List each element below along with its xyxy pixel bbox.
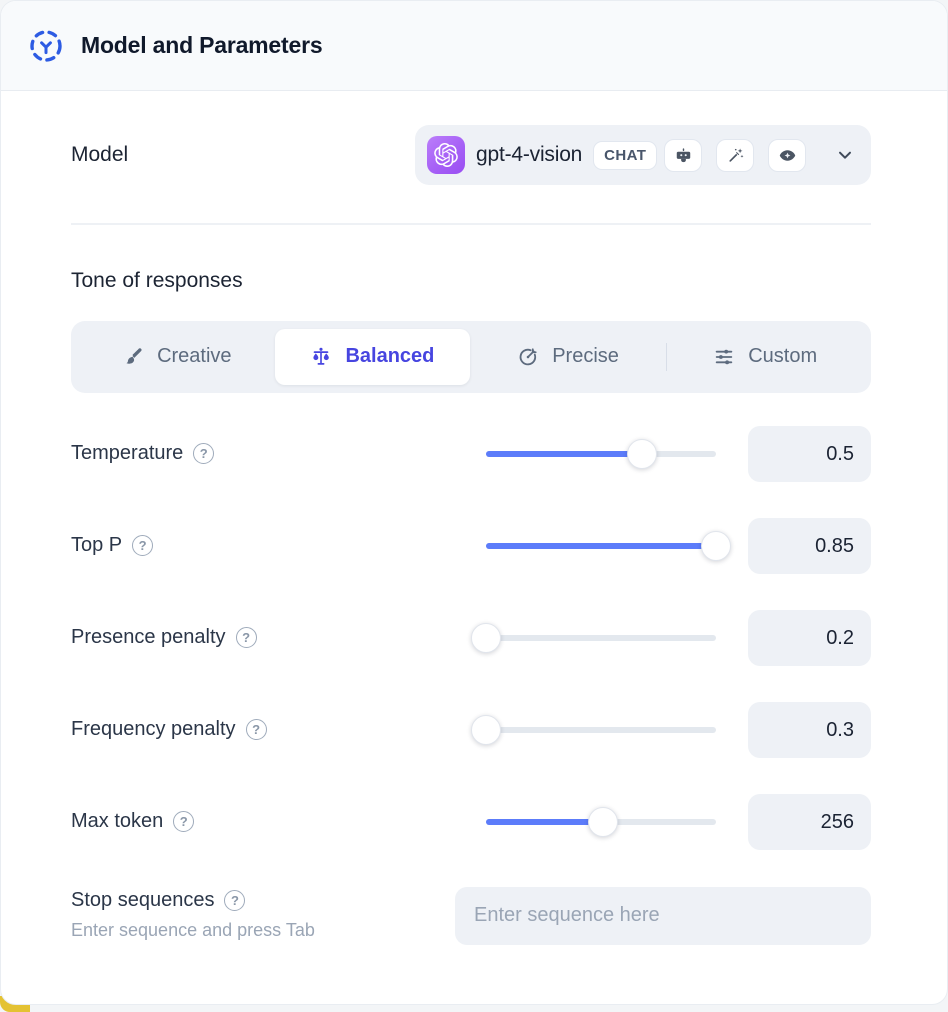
- slider-thumb[interactable]: [471, 714, 501, 745]
- eye-icon: [779, 149, 796, 161]
- param-row-top-p: Top P ? 0.85: [71, 500, 871, 592]
- temperature-slider[interactable]: [486, 438, 716, 469]
- help-icon[interactable]: ?: [132, 535, 154, 556]
- slider-thumb[interactable]: [627, 438, 658, 469]
- slider-thumb[interactable]: [588, 806, 619, 837]
- param-row-frequency-penalty: Frequency penalty ? 0.3: [71, 684, 871, 776]
- openai-logo-icon: [427, 136, 465, 174]
- tab-label: Custom: [748, 345, 818, 367]
- stop-sequences-row: Stop sequences ? Enter sequence and pres…: [71, 886, 871, 945]
- param-label-group: Top P ?: [71, 534, 486, 557]
- robot-icon: [676, 147, 691, 162]
- param-label: Frequency penalty: [71, 718, 236, 740]
- top-p-value[interactable]: 0.85: [748, 517, 871, 574]
- help-icon[interactable]: ?: [245, 719, 267, 740]
- model-hub-icon: [30, 29, 62, 62]
- tab-label: Creative: [157, 345, 232, 367]
- presence-penalty-slider[interactable]: [471, 622, 716, 653]
- top-p-slider[interactable]: [486, 530, 731, 561]
- panel-title: Model and Parameters: [81, 32, 323, 58]
- param-label: Max token: [71, 810, 164, 832]
- help-icon[interactable]: ?: [224, 889, 246, 911]
- model-type-badge: CHAT: [593, 140, 658, 170]
- tone-tab-bar: Creative Balanced: [71, 320, 871, 393]
- tab-divider: [665, 342, 668, 371]
- slider-fill: [486, 818, 604, 825]
- model-select[interactable]: gpt-4-vision CHAT: [415, 125, 871, 185]
- tab-creative[interactable]: Creative: [79, 329, 275, 385]
- help-icon[interactable]: ?: [193, 443, 215, 464]
- tab-custom[interactable]: Custom: [667, 329, 863, 385]
- param-label-group: Frequency penalty ?: [71, 718, 486, 741]
- magic-wand-icon: [729, 148, 744, 162]
- slider-track[interactable]: [486, 634, 716, 641]
- selected-model-name: gpt-4-vision: [476, 143, 583, 166]
- slider-thumb[interactable]: [471, 622, 501, 653]
- param-label-group: Presence penalty ?: [71, 626, 486, 649]
- model-label: Model: [71, 143, 129, 166]
- stop-sequences-label: Stop sequences: [71, 888, 215, 911]
- slider-thumb[interactable]: [701, 530, 731, 561]
- param-label: Top P: [71, 534, 123, 556]
- help-icon[interactable]: ?: [235, 627, 257, 648]
- param-row-presence-penalty: Presence penalty ? 0.2: [71, 592, 871, 684]
- target-icon: [519, 347, 537, 365]
- param-label: Temperature: [71, 442, 184, 464]
- param-label: Presence penalty: [71, 626, 226, 648]
- stop-sequences-label-group: Stop sequences ? Enter sequence and pres…: [71, 887, 455, 941]
- parameters-list: Temperature ? 0.5 Top P ?: [71, 408, 871, 868]
- stop-sequence-input[interactable]: [455, 886, 871, 945]
- sliders-icon: [715, 349, 733, 364]
- tab-label: Balanced: [345, 345, 435, 367]
- slider-track[interactable]: [486, 726, 716, 733]
- param-label-group: Max token ?: [71, 810, 486, 833]
- magic-wand-badge: [716, 138, 755, 172]
- presence-penalty-value[interactable]: 0.2: [748, 609, 871, 666]
- panel-body: Model gpt-4-vision CHAT: [1, 125, 947, 945]
- frequency-penalty-slider[interactable]: [471, 714, 716, 745]
- param-label-group: Temperature ?: [71, 442, 486, 465]
- robot-badge: [664, 138, 703, 172]
- max-token-value[interactable]: 256: [748, 793, 871, 850]
- model-row: Model gpt-4-vision CHAT: [71, 125, 871, 185]
- panel-header: Model and Parameters: [1, 1, 947, 91]
- tab-precise[interactable]: Precise: [470, 329, 666, 385]
- max-token-slider[interactable]: [486, 806, 716, 837]
- help-icon[interactable]: ?: [173, 811, 195, 832]
- slider-fill: [486, 450, 643, 457]
- temperature-value[interactable]: 0.5: [748, 425, 871, 482]
- section-divider: [71, 223, 871, 225]
- slider-fill: [486, 542, 716, 549]
- scales-icon: [313, 347, 330, 365]
- chevron-down-icon[interactable]: [835, 145, 855, 165]
- tone-heading: Tone of responses: [71, 268, 243, 292]
- tab-balanced[interactable]: Balanced: [274, 328, 471, 385]
- tab-label: Precise: [552, 345, 619, 367]
- param-row-max-token: Max token ? 256: [71, 776, 871, 868]
- stop-sequences-hint: Enter sequence and press Tab: [71, 919, 315, 940]
- frequency-penalty-value[interactable]: 0.3: [748, 701, 871, 758]
- param-row-temperature: Temperature ? 0.5: [71, 408, 871, 500]
- paintbrush-icon: [126, 347, 142, 364]
- vision-badge: [768, 138, 807, 172]
